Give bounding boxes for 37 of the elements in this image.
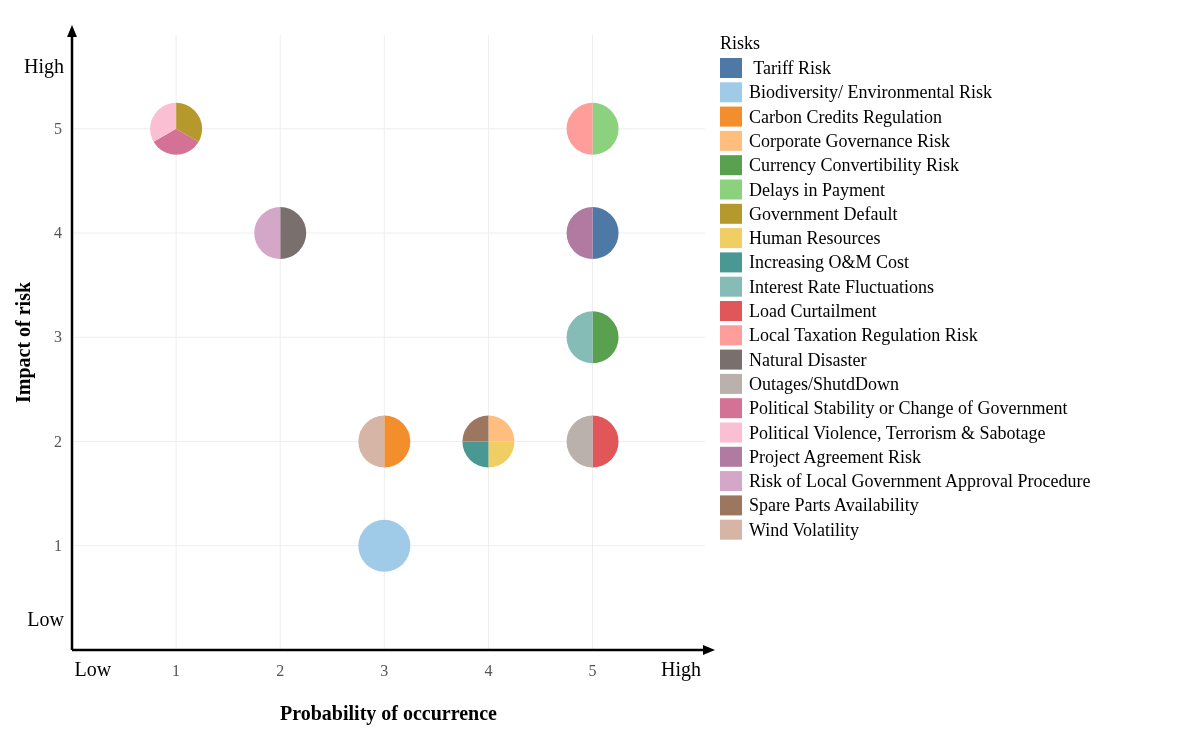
legend-label: Government Default: [749, 203, 898, 224]
y-tick-label: 3: [54, 328, 62, 346]
y-tick-label: 4: [54, 224, 62, 242]
legend-label: Natural Disaster: [749, 349, 867, 370]
x-tick-label: 2: [276, 662, 285, 679]
legend-label: Human Resources: [749, 228, 881, 249]
x-tick-label: 4: [484, 662, 493, 679]
legend-label: Load Curtailment: [749, 301, 877, 321]
y-tick-label: High: [24, 55, 64, 79]
legend-label: Wind Volatility: [749, 519, 860, 540]
legend-label: Increasing O&M Cost: [749, 252, 909, 273]
legend-label: Delays in Payment: [749, 179, 885, 200]
legend-label: Local Taxation Regulation Risk: [749, 325, 978, 346]
y-axis-title: Impact of risk: [12, 281, 35, 404]
legend-label: Spare Parts Availability: [749, 495, 919, 516]
x-tick-label: 1: [172, 662, 181, 679]
y-tick-label: 2: [54, 432, 62, 450]
y-tick-label: 1: [54, 536, 62, 554]
legend-label: Interest Rate Fluctuations: [749, 276, 934, 297]
x-axis-title: Probability of occurrence: [280, 702, 498, 725]
legend-label: Biodiversity/ Environmental Risk: [749, 82, 992, 103]
legend-label: Project Agreement Risk: [749, 446, 921, 467]
legend-label: Corporate Governance Risk: [749, 130, 950, 151]
legend-label: Political Violence, Terrorism & Sabotage: [749, 422, 1046, 443]
legend-label: Currency Convertibility Risk: [749, 155, 959, 176]
y-tick-label: Low: [27, 607, 65, 630]
legend-label: Political Stability or Change of Government: [749, 398, 1068, 419]
x-tick-label: Low: [74, 658, 112, 680]
x-tick-label: 5: [588, 662, 597, 679]
legend-label: Tariff Risk: [749, 58, 832, 78]
legend-label: Carbon Credits Regulation: [749, 106, 942, 127]
legend-label: Outages/ShutdDown: [749, 373, 899, 394]
y-tick-label: 5: [54, 119, 62, 137]
x-tick-label: High: [661, 658, 702, 681]
x-tick-label: 3: [380, 662, 389, 679]
legend-label: Risk of Local Government Approval Procedure: [749, 471, 1091, 492]
legend-title: Risks: [720, 33, 761, 53]
